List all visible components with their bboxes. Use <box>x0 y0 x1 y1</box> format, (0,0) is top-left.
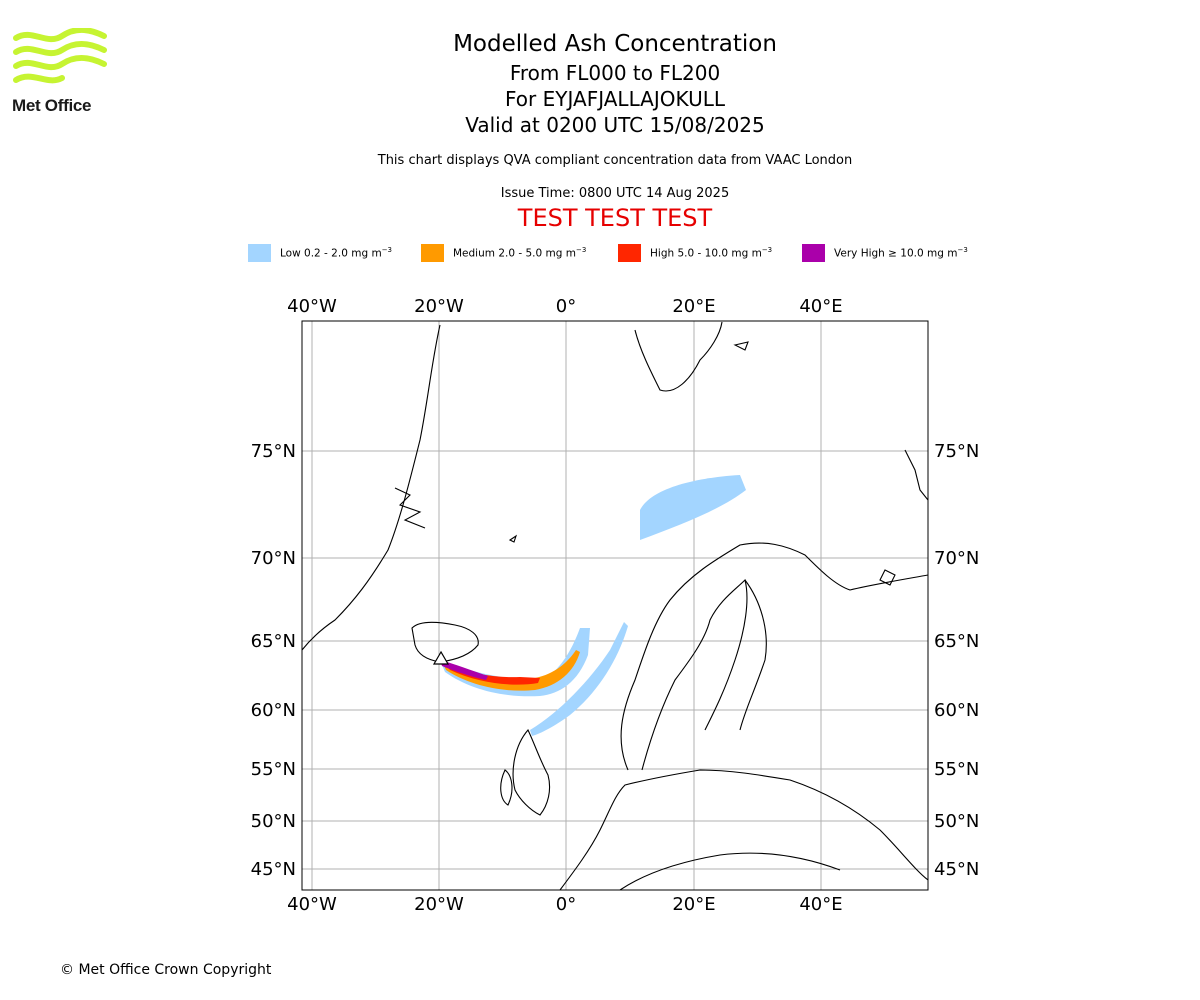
coastlines <box>302 321 928 890</box>
volcano-triangle-icon <box>432 650 450 665</box>
lon-label: 40°E <box>799 296 842 317</box>
legend-label: Low 0.2 - 2.0 mg m <box>280 247 382 260</box>
test-banner: TEST TEST TEST <box>517 204 713 232</box>
legend-swatch <box>421 244 444 262</box>
lon-label: 0° <box>556 296 576 317</box>
lat-label: 50°N <box>251 811 296 832</box>
logo-text: Met Office <box>12 96 92 115</box>
lat-labels-right: 75°N 70°N 65°N 60°N 55°N 50°N 45°N <box>934 441 979 880</box>
flight-level-title: From FL000 to FL200 <box>509 61 721 85</box>
lat-label: 75°N <box>251 441 296 462</box>
lon-label: 20°E <box>672 296 715 317</box>
lat-label: 60°N <box>934 700 979 721</box>
lat-label: 65°N <box>934 631 979 652</box>
logo-waves-icon <box>13 27 107 84</box>
lat-labels-left: 75°N 70°N 65°N 60°N 55°N 50°N 45°N <box>251 441 296 880</box>
ash-high <box>444 663 540 685</box>
lon-label: 20°W <box>414 894 464 915</box>
volcano-title: For EYJAFJALLAJOKULL <box>505 87 725 111</box>
lat-label: 70°N <box>251 548 296 569</box>
legend-label: High 5.0 - 10.0 mg m <box>650 247 762 260</box>
legend-swatch <box>248 244 271 262</box>
lon-label: 20°W <box>414 296 464 317</box>
issue-time: Issue Time: 0800 UTC 14 Aug 2025 <box>500 186 730 201</box>
legend-label: Medium 2.0 - 5.0 mg m <box>453 247 576 260</box>
map-background <box>302 321 928 890</box>
lon-label: 20°E <box>672 894 715 915</box>
lon-labels-bottom: 40°W 20°W 0° 20°E 40°E <box>287 894 842 915</box>
lon-label: 40°E <box>799 894 842 915</box>
lat-label: 60°N <box>251 700 296 721</box>
met-office-logo: Met Office <box>12 27 112 116</box>
subtitle: This chart displays QVA compliant concen… <box>377 153 853 168</box>
lat-label: 75°N <box>934 441 979 462</box>
lat-label: 70°N <box>934 548 979 569</box>
ash-very-high <box>440 660 488 680</box>
lat-label: 45°N <box>934 859 979 880</box>
legend-swatch <box>802 244 825 262</box>
gridlines <box>302 321 928 890</box>
ash-medium <box>442 650 580 691</box>
ash-map: 40°W 20°W 0° 20°E 40°E 40°W 20°W 0° 20°E… <box>251 296 980 915</box>
legend-label: Very High ≥ 10.0 mg m <box>834 247 958 260</box>
map-frame <box>301 320 929 891</box>
lon-labels-top: 40°W 20°W 0° 20°E 40°E <box>287 296 842 317</box>
lon-label: 40°W <box>287 894 337 915</box>
main-title: Modelled Ash Concentration <box>453 31 777 57</box>
lon-label: 0° <box>556 894 576 915</box>
lat-label: 50°N <box>934 811 979 832</box>
lat-label: 55°N <box>251 759 296 780</box>
lon-label: 40°W <box>287 296 337 317</box>
copyright: © Met Office Crown Copyright <box>60 962 272 978</box>
lat-label: 45°N <box>251 859 296 880</box>
lat-label: 55°N <box>934 759 979 780</box>
legend-swatch <box>618 244 641 262</box>
validity-title: Valid at 0200 UTC 15/08/2025 <box>465 113 765 137</box>
chart-titles: Modelled Ash Concentration From FL000 to… <box>0 28 1200 233</box>
lat-label: 65°N <box>251 631 296 652</box>
